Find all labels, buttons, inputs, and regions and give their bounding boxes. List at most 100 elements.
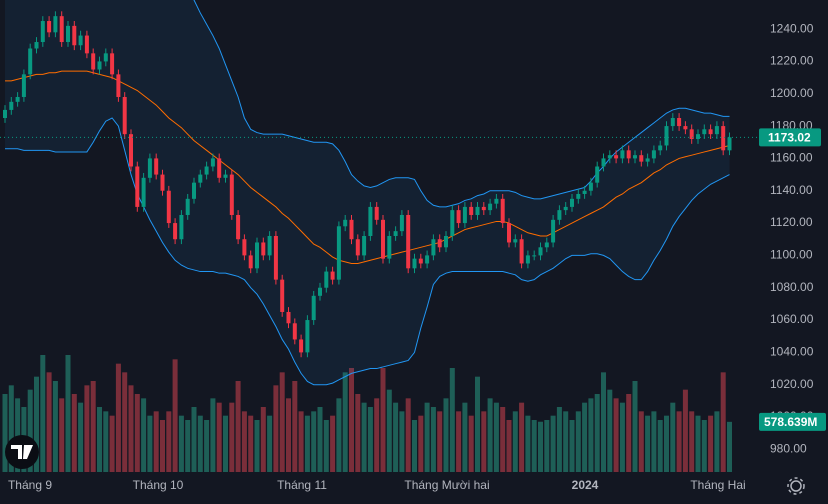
x-tick-label: Tháng Mười hai bbox=[404, 478, 489, 492]
volume-bar bbox=[298, 411, 304, 472]
volume-bar bbox=[223, 415, 228, 472]
candle-body bbox=[525, 255, 530, 264]
volume-bar bbox=[71, 394, 77, 472]
volume-bar bbox=[701, 420, 707, 472]
band-lower bbox=[5, 117, 730, 386]
candle-body bbox=[21, 74, 26, 97]
candle-body bbox=[330, 271, 335, 280]
candle-body bbox=[311, 295, 316, 321]
candle-body bbox=[544, 242, 549, 248]
candle-body bbox=[9, 101, 14, 110]
candle-body bbox=[349, 219, 354, 240]
x-tick-label: Tháng 9 bbox=[8, 478, 52, 492]
volume-bar bbox=[405, 398, 411, 472]
candle-body bbox=[677, 118, 682, 127]
candle-body bbox=[336, 226, 341, 280]
candle-body bbox=[450, 210, 455, 236]
volume-bar bbox=[355, 394, 361, 472]
candle-body bbox=[406, 214, 411, 269]
candle-body bbox=[116, 74, 121, 97]
volume-bar bbox=[166, 411, 172, 472]
volume-bar bbox=[676, 411, 682, 472]
settings-icon[interactable] bbox=[787, 477, 805, 495]
candle-body bbox=[507, 223, 511, 243]
candle-body bbox=[192, 182, 196, 199]
volume-bar bbox=[141, 398, 147, 472]
volume-bar bbox=[563, 411, 569, 472]
candle-body bbox=[689, 129, 694, 140]
candle-body bbox=[242, 239, 247, 256]
volume-bar bbox=[128, 385, 134, 472]
candle-body bbox=[78, 35, 83, 46]
volume-bar bbox=[323, 420, 329, 472]
volume-bar bbox=[506, 420, 512, 472]
volume-bar bbox=[519, 402, 525, 472]
volume-bar bbox=[286, 398, 291, 472]
candle-body bbox=[513, 239, 518, 243]
volume-bar bbox=[59, 398, 65, 472]
volume-bar bbox=[651, 411, 657, 472]
candle-body bbox=[532, 255, 537, 257]
volume-bar bbox=[304, 415, 310, 472]
volume-bar bbox=[689, 411, 695, 472]
volume-bar bbox=[657, 420, 663, 472]
candle-body bbox=[185, 198, 190, 215]
volume-bar bbox=[210, 398, 216, 472]
candle-body bbox=[40, 21, 45, 43]
candle-body bbox=[714, 126, 719, 135]
volume-bar bbox=[443, 398, 449, 472]
candle-body bbox=[374, 206, 379, 220]
candle-body bbox=[444, 236, 448, 248]
x-tick-label: Tháng Hai bbox=[690, 478, 745, 492]
candle-body bbox=[614, 155, 619, 159]
candle-body bbox=[292, 323, 297, 340]
volume-bar bbox=[512, 411, 518, 472]
y-tick-label: 1220.00 bbox=[770, 54, 814, 68]
volume-bar bbox=[727, 421, 732, 472]
volume-bar bbox=[204, 420, 210, 472]
volume-bar bbox=[349, 368, 354, 472]
candle-body bbox=[570, 198, 574, 207]
volume-bar bbox=[361, 402, 367, 472]
last-price-box bbox=[759, 128, 821, 147]
volume-bar bbox=[330, 415, 336, 472]
volume-bar bbox=[399, 411, 405, 472]
candle-body bbox=[670, 118, 675, 127]
candle-body bbox=[255, 242, 259, 269]
candle-body bbox=[286, 311, 291, 324]
volume-bar bbox=[380, 368, 386, 472]
x-tick-label: Tháng 10 bbox=[133, 478, 184, 492]
volume-bar bbox=[645, 415, 651, 472]
candle-body bbox=[664, 126, 669, 146]
volume-bar bbox=[241, 411, 247, 472]
candle-body bbox=[103, 53, 108, 62]
candle-body bbox=[47, 21, 52, 33]
y-tick-label: 1020.00 bbox=[770, 377, 814, 391]
volume-bar bbox=[65, 355, 71, 472]
candle-body bbox=[141, 177, 146, 207]
candle-body bbox=[481, 206, 486, 211]
candle-body bbox=[469, 206, 474, 215]
candle-body bbox=[229, 174, 234, 215]
candle-body bbox=[633, 155, 637, 159]
candle-body bbox=[299, 339, 304, 353]
candle-body bbox=[362, 236, 367, 256]
candle-body bbox=[557, 210, 562, 220]
candle-body bbox=[210, 158, 215, 167]
volume-label: 578.639M bbox=[764, 415, 817, 429]
y-tick-label: 1060.00 bbox=[770, 312, 814, 326]
candle-body bbox=[588, 182, 593, 191]
candle-body bbox=[324, 271, 329, 288]
candle-body bbox=[84, 35, 89, 54]
volume-bar bbox=[292, 381, 298, 472]
candle-body bbox=[28, 48, 33, 75]
candle-body bbox=[179, 214, 184, 240]
candle-body bbox=[160, 174, 165, 191]
candle-body bbox=[122, 96, 127, 135]
volume-bar bbox=[191, 407, 197, 472]
candle-body bbox=[488, 203, 493, 211]
candle-body bbox=[425, 255, 430, 264]
volume-box bbox=[759, 412, 826, 431]
candle-body bbox=[204, 166, 209, 175]
candle-body bbox=[412, 258, 417, 269]
